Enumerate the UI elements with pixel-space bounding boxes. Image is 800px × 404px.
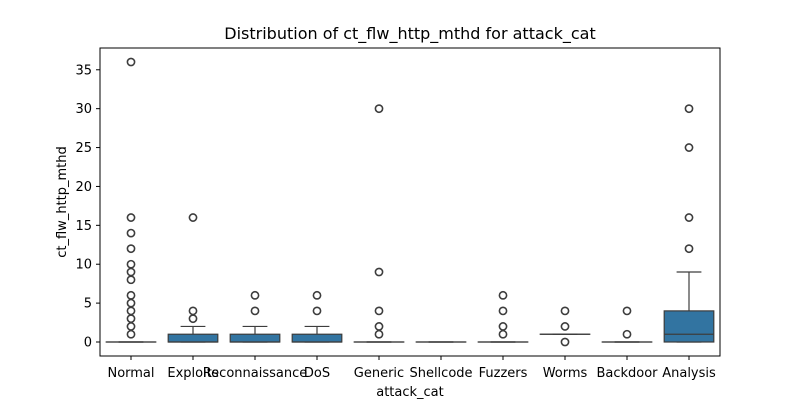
outlier-point: [685, 144, 692, 151]
box-group: [602, 307, 652, 342]
y-tick-label: 0: [84, 336, 92, 351]
y-tick-label: 35: [75, 63, 92, 78]
x-axis-label: attack_cat: [376, 385, 444, 400]
outlier-point: [127, 261, 134, 268]
y-axis-label: ct_flw_http_mthd: [55, 146, 70, 258]
outlier-point: [375, 105, 382, 112]
outlier-point: [375, 307, 382, 314]
box-group: [540, 307, 590, 345]
box-group: [168, 214, 218, 342]
x-tick-label: Backdoor: [596, 366, 658, 381]
x-tick-label: Generic: [354, 366, 404, 381]
iqr-box: [292, 334, 342, 342]
outlier-point: [127, 315, 134, 322]
outlier-point: [127, 230, 134, 237]
outlier-point: [251, 292, 258, 299]
outlier-point: [499, 331, 506, 338]
box-group: [664, 105, 714, 342]
x-tick-label: Shellcode: [409, 366, 472, 381]
y-tick-label: 30: [75, 102, 92, 117]
box-group: [106, 58, 156, 342]
outlier-point: [189, 315, 196, 322]
box-group: [230, 292, 280, 342]
y-tick-label: 20: [75, 180, 92, 195]
outlier-point: [623, 307, 630, 314]
outlier-point: [313, 292, 320, 299]
outlier-point: [499, 323, 506, 330]
y-tick-label: 15: [75, 219, 92, 234]
x-tick-label: DoS: [304, 366, 330, 381]
outlier-point: [127, 331, 134, 338]
outlier-point: [685, 105, 692, 112]
outlier-point: [251, 307, 258, 314]
x-tick-label: Reconnaissance: [203, 366, 308, 381]
outlier-point: [127, 300, 134, 307]
outlier-point: [561, 307, 568, 314]
outlier-point: [189, 307, 196, 314]
outlier-point: [127, 292, 134, 299]
box-group: [292, 292, 342, 342]
x-tick-label: Fuzzers: [479, 366, 528, 381]
outlier-point: [127, 268, 134, 275]
outlier-point: [189, 214, 196, 221]
outlier-point: [685, 245, 692, 252]
box-group: [478, 292, 528, 342]
outlier-point: [561, 323, 568, 330]
plot-area-frame: [100, 48, 720, 356]
box-series: [106, 58, 714, 345]
outlier-point: [499, 307, 506, 314]
iqr-box: [230, 334, 280, 342]
chart-title: Distribution of ct_flw_http_mthd for att…: [224, 24, 595, 44]
x-tick-label: Normal: [107, 366, 154, 381]
y-tick-label: 25: [75, 141, 92, 156]
outlier-point: [685, 214, 692, 221]
x-tick-label: Worms: [543, 366, 588, 381]
y-tick-label: 5: [84, 297, 92, 312]
outlier-point: [127, 323, 134, 330]
outlier-point: [313, 307, 320, 314]
x-tick-label: Analysis: [662, 366, 716, 381]
iqr-box: [664, 311, 714, 342]
y-tick-label: 10: [75, 258, 92, 273]
y-axis: 0 5 10 15 20 25 30 35: [75, 63, 100, 350]
iqr-box: [168, 334, 218, 342]
outlier-point: [561, 338, 568, 345]
outlier-point: [127, 307, 134, 314]
outlier-point: [499, 292, 506, 299]
box-group: [354, 105, 404, 342]
outlier-point: [127, 245, 134, 252]
outlier-point: [375, 331, 382, 338]
outlier-point: [375, 323, 382, 330]
outlier-point: [127, 214, 134, 221]
outlier-point: [127, 58, 134, 65]
outlier-point: [127, 276, 134, 283]
outlier-point: [623, 331, 630, 338]
outlier-point: [375, 268, 382, 275]
